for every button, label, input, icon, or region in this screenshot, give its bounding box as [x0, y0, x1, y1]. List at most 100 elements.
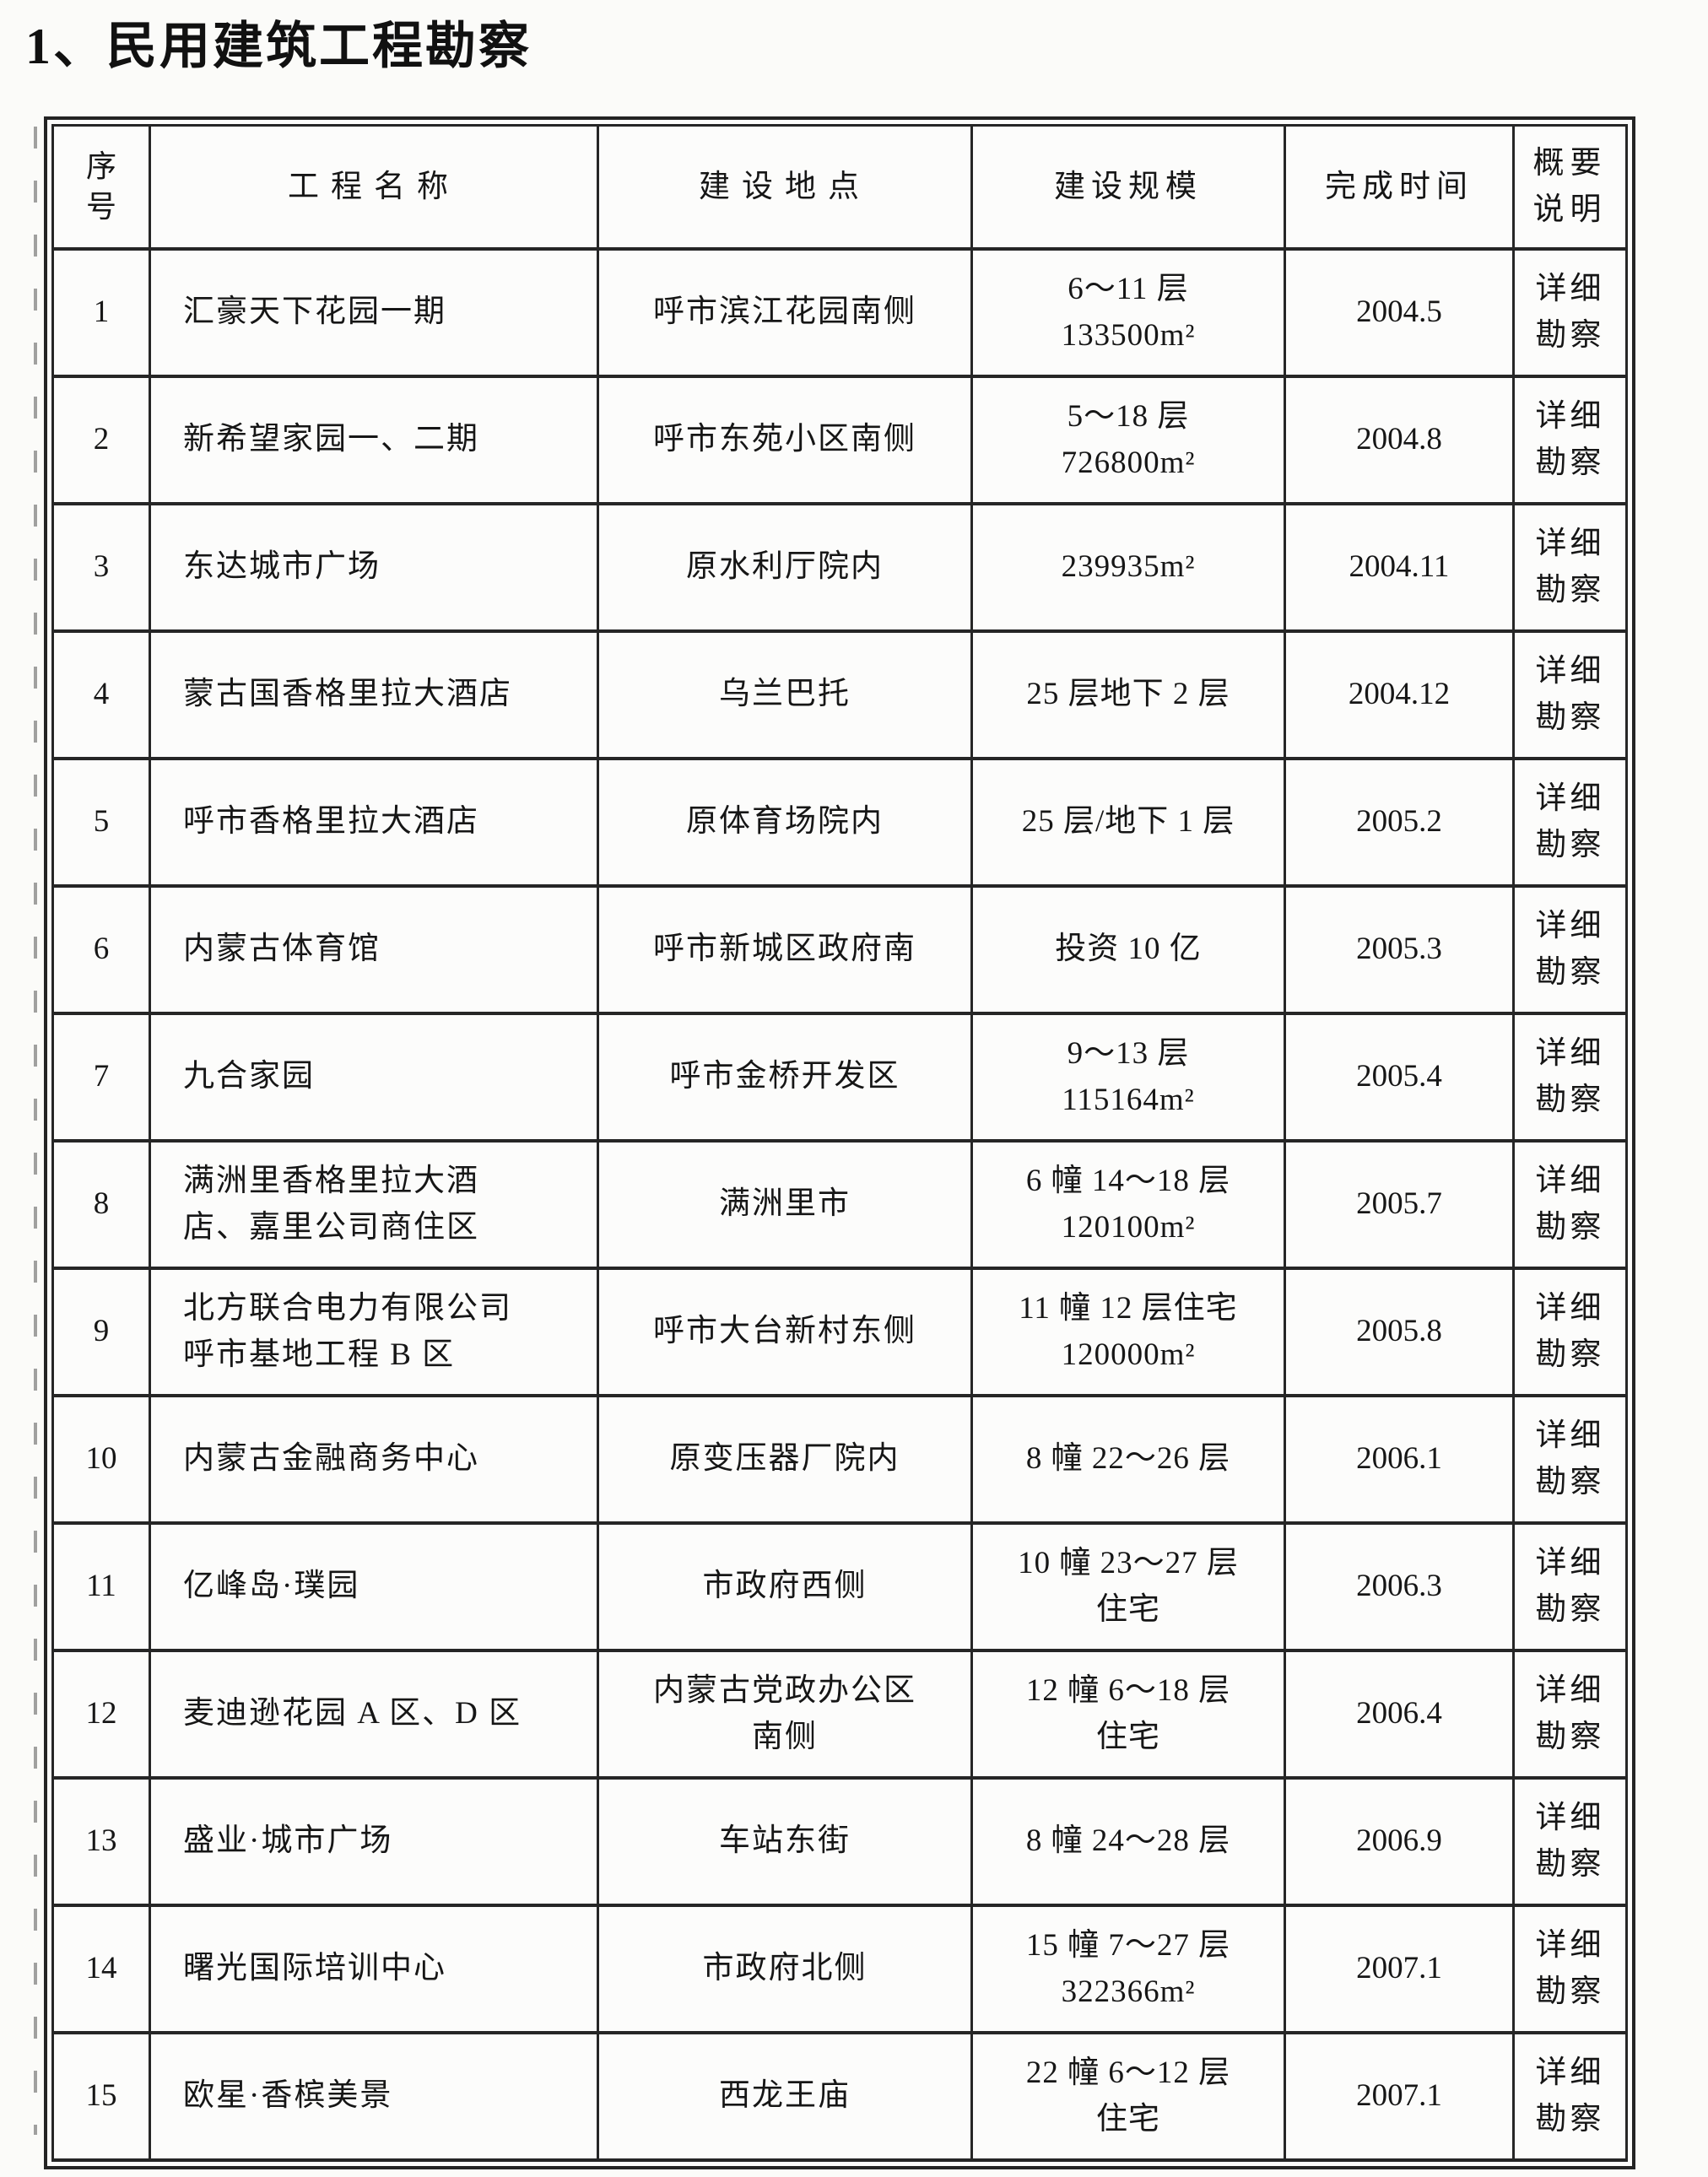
note-cell: 详细勘察	[1512, 757, 1628, 888]
note-cell: 详细勘察	[1512, 1267, 1628, 1397]
projects-table-frame: 序 号 工程名称 建设地点 建设规模 完成时间 概要说明 1 汇豪天下花园一期 …	[44, 116, 1635, 2169]
location-cell: 满洲里市	[597, 1139, 973, 1270]
project-name-cell: 内蒙古金融商务中心	[149, 1394, 599, 1525]
time-cell: 2006.3	[1284, 1521, 1515, 1652]
time-cell: 2004.11	[1284, 502, 1515, 633]
page-title: 1、民用建筑工程勘察	[25, 19, 532, 74]
table-row: 13 盛业·城市广场 车站东街 8 幢 24～28 层 2006.9 详细勘察	[51, 1776, 1628, 1907]
project-name-cell: 北方联合电力有限公司 呼市基地工程 B 区	[149, 1267, 599, 1397]
note-cell: 详细勘察	[1512, 1394, 1628, 1525]
time-cell: 2005.4	[1284, 1012, 1515, 1143]
location-cell: 呼市大台新村东侧	[597, 1267, 973, 1397]
note-cell: 详细勘察	[1512, 247, 1628, 378]
scale-cell: 6 幢 14～18 层 120100m²	[970, 1139, 1286, 1270]
location-cell: 西龙王庙	[597, 2031, 973, 2162]
row-number-cell: 10	[51, 1394, 151, 1525]
note-cell: 详细勘察	[1512, 502, 1628, 633]
project-name-cell: 九合家园	[149, 1012, 599, 1143]
scale-cell: 6～11 层 133500m²	[970, 247, 1286, 378]
project-name-cell: 呼市香格里拉大酒店	[149, 757, 599, 888]
row-number-cell: 1	[51, 247, 151, 378]
scan-artifact	[34, 127, 37, 2135]
row-number-cell: 5	[51, 757, 151, 888]
location-cell: 原水利厅院内	[597, 502, 973, 633]
table-row: 4 蒙古国香格里拉大酒店 乌兰巴托 25 层地下 2 层 2004.12 详细勘…	[51, 629, 1628, 760]
project-name-cell: 蒙古国香格里拉大酒店	[149, 629, 599, 760]
note-cell: 详细勘察	[1512, 375, 1628, 505]
table-row: 14 曙光国际培训中心 市政府北侧 15 幢 7～27 层 322366m² 2…	[51, 1904, 1628, 2034]
time-cell: 2006.1	[1284, 1394, 1515, 1525]
location-cell: 呼市滨江花园南侧	[597, 247, 973, 378]
row-number-cell: 14	[51, 1904, 151, 2034]
project-name-cell: 满洲里香格里拉大酒 店、嘉里公司商住区	[149, 1139, 599, 1270]
scale-cell: 8 幢 24～28 层	[970, 1776, 1286, 1907]
row-number-cell: 7	[51, 1012, 151, 1143]
table-row: 3 东达城市广场 原水利厅院内 239935m² 2004.11 详细勘察	[51, 502, 1628, 633]
row-number-cell: 13	[51, 1776, 151, 1907]
table-row: 8 满洲里香格里拉大酒 店、嘉里公司商住区 满洲里市 6 幢 14～18 层 1…	[51, 1139, 1628, 1270]
table-header: 序 号 工程名称 建设地点 建设规模 完成时间 概要说明	[51, 124, 1628, 251]
project-name-cell: 曙光国际培训中心	[149, 1904, 599, 2034]
row-number-cell: 4	[51, 629, 151, 760]
scale-cell: 25 层/地下 1 层	[970, 757, 1286, 888]
note-cell: 详细勘察	[1512, 1521, 1628, 1652]
note-cell: 详细勘察	[1512, 1776, 1628, 1907]
scale-cell: 10 幢 23～27 层 住宅	[970, 1521, 1286, 1652]
time-cell: 2005.3	[1284, 884, 1515, 1015]
table-row: 9 北方联合电力有限公司 呼市基地工程 B 区 呼市大台新村东侧 11 幢 12…	[51, 1267, 1628, 1397]
location-cell: 原变压器厂院内	[597, 1394, 973, 1525]
project-name-cell: 麦迪逊花园 A 区、D 区	[149, 1649, 599, 1780]
time-cell: 2005.8	[1284, 1267, 1515, 1397]
row-number-cell: 2	[51, 375, 151, 505]
header-location: 建设地点	[597, 124, 973, 251]
project-name-cell: 亿峰岛·璞园	[149, 1521, 599, 1652]
header-name: 工程名称	[149, 124, 599, 251]
project-name-cell: 新希望家园一、二期	[149, 375, 599, 505]
note-cell: 详细勘察	[1512, 629, 1628, 760]
note-cell: 详细勘察	[1512, 1904, 1628, 2034]
note-cell: 详细勘察	[1512, 2031, 1628, 2162]
table-row: 10 内蒙古金融商务中心 原变压器厂院内 8 幢 22～26 层 2006.1 …	[51, 1394, 1628, 1525]
row-number-cell: 3	[51, 502, 151, 633]
scale-cell: 12 幢 6～18 层 住宅	[970, 1649, 1286, 1780]
note-cell: 详细勘察	[1512, 1649, 1628, 1780]
location-cell: 呼市东苑小区南侧	[597, 375, 973, 505]
time-cell: 2004.5	[1284, 247, 1515, 378]
project-name-cell: 内蒙古体育馆	[149, 884, 599, 1015]
row-number-cell: 15	[51, 2031, 151, 2162]
note-cell: 详细勘察	[1512, 1012, 1628, 1143]
header-scale: 建设规模	[970, 124, 1286, 251]
table-body: 1 汇豪天下花园一期 呼市滨江花园南侧 6～11 层 133500m² 2004…	[51, 247, 1628, 2162]
location-cell: 乌兰巴托	[597, 629, 973, 760]
table-row: 1 汇豪天下花园一期 呼市滨江花园南侧 6～11 层 133500m² 2004…	[51, 247, 1628, 378]
scale-cell: 8 幢 22～26 层	[970, 1394, 1286, 1525]
scale-cell: 15 幢 7～27 层 322366m²	[970, 1904, 1286, 2034]
scale-cell: 25 层地下 2 层	[970, 629, 1286, 760]
table-row: 7 九合家园 呼市金桥开发区 9～13 层 115164m² 2005.4 详细…	[51, 1012, 1628, 1143]
location-cell: 呼市新城区政府南	[597, 884, 973, 1015]
project-name-cell: 欧星·香槟美景	[149, 2031, 599, 2162]
time-cell: 2005.2	[1284, 757, 1515, 888]
row-number-cell: 8	[51, 1139, 151, 1270]
projects-table: 序 号 工程名称 建设地点 建设规模 完成时间 概要说明 1 汇豪天下花园一期 …	[51, 124, 1628, 2162]
time-cell: 2007.1	[1284, 1904, 1515, 2034]
row-number-cell: 11	[51, 1521, 151, 1652]
location-cell: 内蒙古党政办公区 南侧	[597, 1649, 973, 1780]
table-row: 12 麦迪逊花园 A 区、D 区 内蒙古党政办公区 南侧 12 幢 6～18 层…	[51, 1649, 1628, 1780]
table-row: 15 欧星·香槟美景 西龙王庙 22 幢 6～12 层 住宅 2007.1 详细…	[51, 2031, 1628, 2162]
note-cell: 详细勘察	[1512, 884, 1628, 1015]
project-name-cell: 汇豪天下花园一期	[149, 247, 599, 378]
row-number-cell: 9	[51, 1267, 151, 1397]
table-row: 5 呼市香格里拉大酒店 原体育场院内 25 层/地下 1 层 2005.2 详细…	[51, 757, 1628, 888]
scale-cell: 5～18 层 726800m²	[970, 375, 1286, 505]
scale-cell: 9～13 层 115164m²	[970, 1012, 1286, 1143]
project-name-cell: 东达城市广场	[149, 502, 599, 633]
table-row: 6 内蒙古体育馆 呼市新城区政府南 投资 10 亿 2005.3 详细勘察	[51, 884, 1628, 1015]
header-row: 序 号 工程名称 建设地点 建设规模 完成时间 概要说明	[51, 124, 1628, 251]
time-cell: 2006.9	[1284, 1776, 1515, 1907]
scale-cell: 投资 10 亿	[970, 884, 1286, 1015]
table-row: 2 新希望家园一、二期 呼市东苑小区南侧 5～18 层 726800m² 200…	[51, 375, 1628, 505]
time-cell: 2004.12	[1284, 629, 1515, 760]
scale-cell: 239935m²	[970, 502, 1286, 633]
row-number-cell: 6	[51, 884, 151, 1015]
